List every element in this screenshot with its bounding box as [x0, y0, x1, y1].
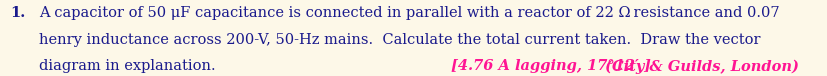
Text: A capacitor of 50 μF capacitance is connected in parallel with a reactor of 22 Ω: A capacitor of 50 μF capacitance is conn…	[39, 6, 780, 20]
Text: henry inductance across 200-V, 50-Hz mains.  Calculate the total current taken. : henry inductance across 200-V, 50-Hz mai…	[39, 33, 760, 47]
Text: (City & Guilds, London): (City & Guilds, London)	[600, 59, 799, 74]
Text: diagram in explanation.: diagram in explanation.	[39, 59, 216, 73]
Text: [4.76 A lagging, 17°12′ ]: [4.76 A lagging, 17°12′ ]	[451, 59, 651, 73]
Text: 1.: 1.	[10, 6, 25, 20]
